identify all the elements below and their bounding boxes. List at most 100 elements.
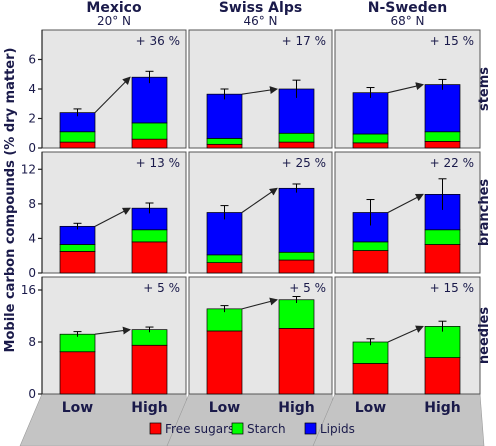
bar-segment-free-sugars <box>206 143 243 149</box>
percent-change-label: + 5 % <box>143 281 180 295</box>
bar-segment-lipids <box>206 93 243 139</box>
x-tick-label: High <box>131 400 168 416</box>
bar-segment-lipids <box>278 187 315 253</box>
legend: Free sugars Starch Lipids <box>149 422 355 436</box>
bar-segment-starch <box>131 122 168 140</box>
bar-segment-free-sugars <box>278 141 315 149</box>
bar-segment-free-sugars <box>131 241 168 274</box>
percent-change-label: + 13 % <box>136 156 180 170</box>
bar-segment-lipids <box>352 92 389 135</box>
legend-label: Starch <box>247 422 286 436</box>
tissue-labels: stems branches needles <box>477 67 492 364</box>
y-axes: 0 2 4 6 0 4 8 12 0 8 16 <box>21 30 43 401</box>
y-tick-label: 6 <box>28 53 36 67</box>
bar-segment-starch <box>59 333 96 353</box>
tissue-label: stems <box>477 67 492 111</box>
legend-label: Free sugars <box>165 422 234 436</box>
ground-shapes <box>19 393 485 446</box>
bar-segment-starch <box>206 138 243 145</box>
panel: + 15 % <box>334 29 481 149</box>
bar-segment-free-sugars <box>131 138 168 149</box>
bar-segment-lipids <box>206 212 243 256</box>
bar-segment-starch <box>278 132 315 143</box>
legend-label: Lipids <box>320 422 355 436</box>
x-tick-label: Low <box>355 400 387 416</box>
panel: + 15 % <box>334 276 481 395</box>
legend-swatch <box>231 422 244 435</box>
y-tick-label: 12 <box>21 162 36 176</box>
bar-segment-lipids <box>424 84 461 133</box>
legend-swatch <box>304 422 317 435</box>
y-tick-label: 4 <box>28 231 36 245</box>
bar-segment-starch <box>59 244 96 252</box>
bar-segment-starch <box>352 133 389 144</box>
bar-segment-starch <box>206 308 243 332</box>
panel: + 5 % <box>188 276 333 395</box>
panel: + 22 % <box>334 151 481 274</box>
percent-change-label: + 15 % <box>430 281 474 295</box>
panels: + 36 % + 17 % + 15 % + 13 % + 25 % + 22 % + 5 … <box>41 29 481 395</box>
y-tick-label: 16 <box>21 283 36 297</box>
bar-segment-starch <box>424 229 461 245</box>
bar-segment-free-sugars <box>278 259 315 274</box>
bar-segment-free-sugars <box>424 141 461 149</box>
change-arrow <box>387 193 424 213</box>
percent-change-label: + 5 % <box>289 281 326 295</box>
bar-segment-free-sugars <box>352 363 389 395</box>
bar-segment-free-sugars <box>352 142 389 149</box>
panel: + 17 % <box>188 29 333 149</box>
bar-segment-starch <box>278 251 315 261</box>
bar-segment-starch <box>278 299 315 329</box>
x-tick-label: High <box>278 400 315 416</box>
bar-segment-free-sugars <box>424 357 461 395</box>
bar-segment-starch <box>131 229 168 243</box>
site-name: Mexico <box>86 0 142 16</box>
change-arrow <box>387 325 424 343</box>
panel: + 13 % <box>41 151 187 274</box>
bar-segment-lipids <box>131 76 168 124</box>
panel: + 5 % <box>41 276 187 395</box>
percent-change-label: + 36 % <box>136 34 180 48</box>
change-arrow <box>94 207 131 227</box>
y-tick-label: 0 <box>28 387 36 401</box>
bar-segment-free-sugars <box>424 244 461 274</box>
y-tick-label: 8 <box>28 335 36 349</box>
y-tick-label: 0 <box>28 141 36 155</box>
site-name: N-Sweden <box>368 0 448 16</box>
bar-segment-free-sugars <box>59 251 96 274</box>
site-name: Swiss Alps <box>219 0 302 16</box>
bar-segment-free-sugars <box>352 250 389 274</box>
bar-segment-starch <box>424 131 461 142</box>
bar-segment-free-sugars <box>278 328 315 395</box>
x-tick-label: Low <box>209 400 241 416</box>
percent-change-label: + 17 % <box>282 34 326 48</box>
bar-segment-free-sugars <box>131 344 168 395</box>
change-arrow <box>241 86 278 95</box>
y-tick-label: 2 <box>28 112 36 126</box>
tissue-label: needles <box>477 307 492 364</box>
y-tick-label: 0 <box>28 266 36 280</box>
bar-segment-starch <box>206 254 243 263</box>
bar-segment-free-sugars <box>206 262 243 274</box>
panel: + 25 % <box>188 151 333 274</box>
percent-change-label: + 22 % <box>430 156 474 170</box>
tissue-label: branches <box>477 179 492 247</box>
legend-swatch <box>149 422 162 435</box>
change-arrow <box>241 187 278 213</box>
bar-segment-starch <box>352 241 389 251</box>
y-tick-label: 8 <box>28 197 36 211</box>
bar-segment-starch <box>59 131 96 143</box>
site-latitude: 20° N <box>97 14 131 28</box>
percent-change-label: + 25 % <box>282 156 326 170</box>
bar-segment-free-sugars <box>59 351 96 395</box>
y-axis-label: Mobile carbon compounds (% dry matter) <box>3 48 18 353</box>
percent-change-label: + 15 % <box>430 34 474 48</box>
change-arrow <box>94 76 131 113</box>
site-latitude: 68° N <box>390 14 424 28</box>
panel: + 36 % <box>41 29 187 149</box>
y-tick-label: 4 <box>28 82 36 96</box>
change-arrow <box>241 297 278 310</box>
bar-segment-free-sugars <box>206 330 243 395</box>
